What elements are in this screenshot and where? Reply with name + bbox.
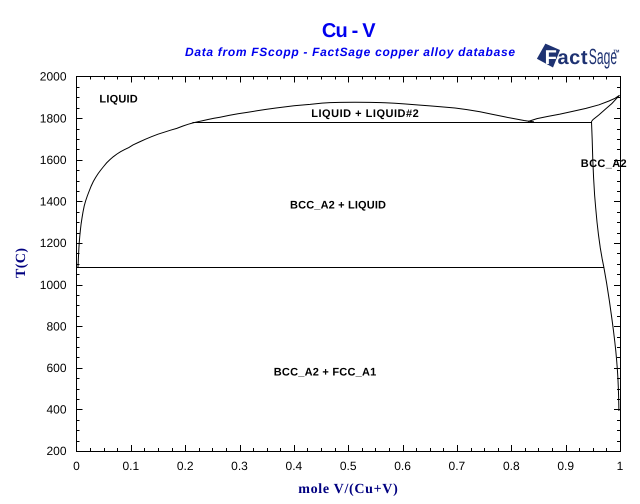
svg-text:Cu - V: Cu - V	[322, 20, 376, 42]
svg-text:F: F	[545, 47, 557, 69]
svg-text:0: 0	[73, 459, 80, 473]
svg-text:0.2: 0.2	[177, 459, 194, 473]
svg-text:Data from FScopp - FactSage co: Data from FScopp - FactSage copper alloy…	[185, 45, 515, 59]
svg-text:T(C): T(C)	[14, 248, 29, 278]
svg-text:1000: 1000	[40, 278, 67, 292]
svg-text:200: 200	[46, 444, 66, 458]
svg-text:BCC_A2 + FCC_A1: BCC_A2 + FCC_A1	[274, 366, 377, 378]
svg-text:F: F	[545, 47, 557, 69]
svg-text:0.9: 0.9	[557, 459, 574, 473]
svg-text:1800: 1800	[40, 111, 67, 125]
svg-text:0.7: 0.7	[449, 459, 466, 473]
svg-text:act: act	[558, 47, 588, 69]
svg-text:400: 400	[46, 403, 66, 417]
svg-text:1400: 1400	[40, 195, 67, 209]
svg-text:0.5: 0.5	[340, 459, 357, 473]
svg-text:1200: 1200	[40, 236, 67, 250]
svg-text:BCC_A2: BCC_A2	[581, 158, 627, 170]
svg-text:TM: TM	[614, 48, 620, 53]
svg-text:800: 800	[46, 319, 66, 333]
svg-text:0.8: 0.8	[503, 459, 520, 473]
svg-text:2000: 2000	[40, 70, 67, 84]
svg-text:LIQUID + LIQUID#2: LIQUID + LIQUID#2	[311, 108, 419, 120]
svg-text:600: 600	[46, 361, 66, 375]
svg-text:0.1: 0.1	[122, 459, 139, 473]
svg-text:Sage: Sage	[589, 44, 617, 69]
svg-text:1: 1	[617, 459, 624, 473]
svg-text:0.4: 0.4	[286, 459, 303, 473]
svg-text:0.6: 0.6	[394, 459, 411, 473]
svg-text:mole V/(Cu+V): mole V/(Cu+V)	[298, 482, 398, 497]
svg-text:1600: 1600	[40, 153, 67, 167]
svg-text:LIQUID: LIQUID	[99, 93, 137, 105]
svg-text:0.3: 0.3	[231, 459, 248, 473]
svg-text:BCC_A2 + LIQUID: BCC_A2 + LIQUID	[290, 199, 386, 211]
